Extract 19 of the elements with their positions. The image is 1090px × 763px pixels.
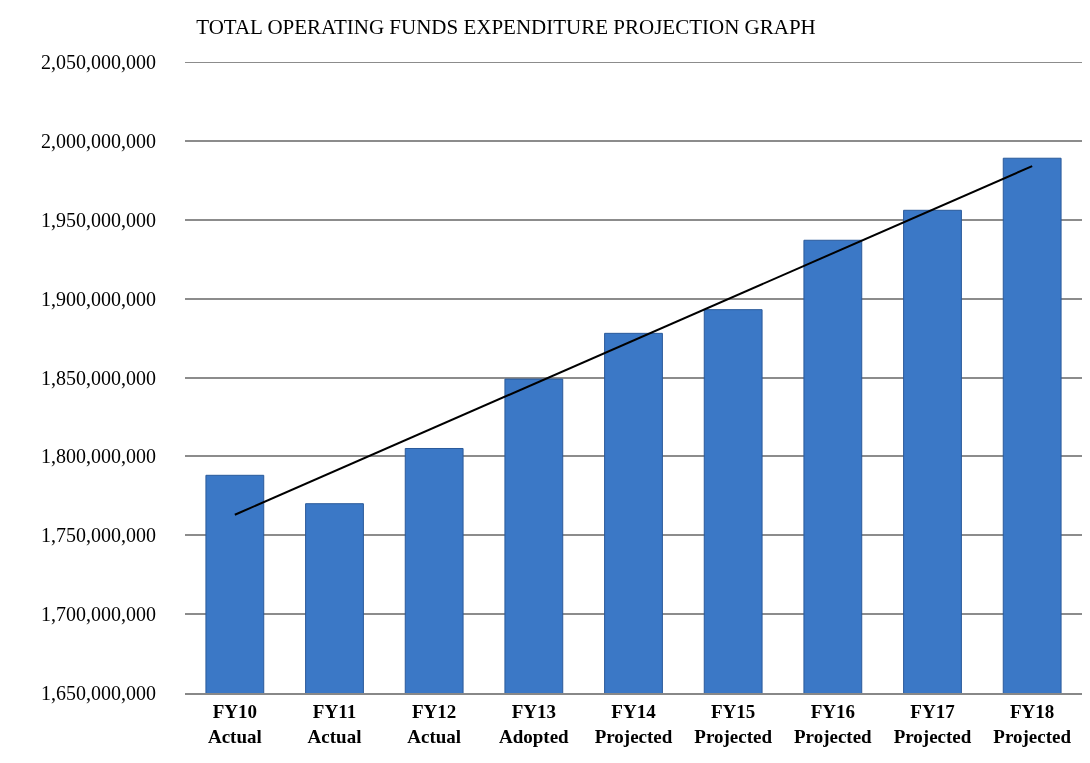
x-tick-label: FY16 Projected [793, 700, 873, 747]
y-tick-label: 2,000,000,000 [41, 129, 156, 152]
x-tick-label: FY10 Actual [207, 700, 262, 747]
y-tick-label: 1,700,000,000 [41, 603, 156, 626]
x-tick-label: FY15 Projected [694, 700, 773, 747]
x-tick-label: FY18 Projected [993, 700, 1072, 747]
x-tick-label: FY14 Projected [594, 700, 673, 747]
x-tick-label: FY17 Projected [893, 700, 972, 747]
y-tick-label: 1,900,000,000 [41, 287, 156, 310]
x-tick-label: FY11 Actual [307, 700, 362, 747]
y-tick-label: 1,800,000,000 [41, 445, 156, 468]
x-tick-label: FY12 Actual [407, 700, 462, 747]
y-tick-label: 1,850,000,000 [41, 366, 156, 389]
x-tick-label: FY13 Adopted [498, 700, 570, 747]
y-tick-label: 1,650,000,000 [41, 682, 156, 704]
y-tick-label: 2,050,000,000 [41, 51, 156, 73]
chart-title: TOTAL OPERATING FUNDS EXPENDITURE PROJECTION GRAPH [196, 14, 816, 39]
y-tick-label: 1,750,000,000 [41, 524, 156, 547]
y-tick-label: 1,950,000,000 [41, 208, 156, 231]
